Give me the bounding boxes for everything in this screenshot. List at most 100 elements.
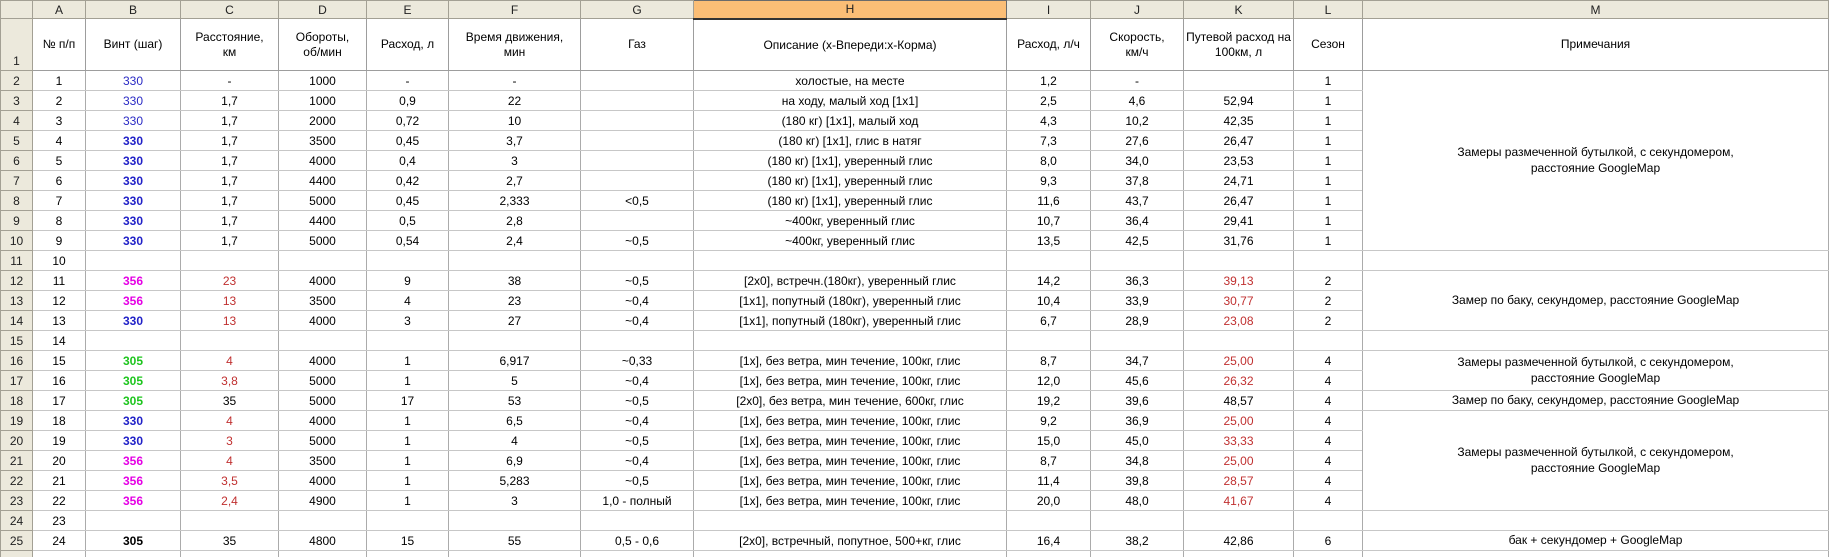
cell-L3[interactable]: 1 bbox=[1293, 90, 1363, 111]
cell-B12[interactable]: 356 bbox=[85, 270, 181, 291]
cell-A12[interactable]: 11 bbox=[32, 270, 86, 291]
cell-K14[interactable]: 23,08 bbox=[1183, 310, 1294, 331]
cell-B22[interactable]: 356 bbox=[85, 470, 181, 491]
cell-D19[interactable]: 4000 bbox=[278, 410, 367, 431]
column-header-f[interactable]: F bbox=[448, 0, 581, 19]
cell-L24[interactable] bbox=[1293, 510, 1363, 531]
cell-F14[interactable]: 27 bbox=[448, 310, 581, 331]
cell-H17[interactable]: [1х], без ветра, мин течение, 100кг, гли… bbox=[693, 370, 1007, 391]
cell-L6[interactable]: 1 bbox=[1293, 150, 1363, 171]
cell-L18[interactable]: 4 bbox=[1293, 390, 1363, 411]
cell-K10[interactable]: 31,76 bbox=[1183, 230, 1294, 251]
cell-K4[interactable]: 42,35 bbox=[1183, 110, 1294, 131]
header-cell-b[interactable]: Винт (шаг) bbox=[85, 18, 181, 71]
cell-F20[interactable]: 4 bbox=[448, 430, 581, 451]
cell-G23[interactable]: 1,0 - полный bbox=[580, 490, 694, 511]
cell-I10[interactable]: 13,5 bbox=[1006, 230, 1091, 251]
cell-A3[interactable]: 2 bbox=[32, 90, 86, 111]
cell-B8[interactable]: 330 bbox=[85, 190, 181, 211]
cell-B14[interactable]: 330 bbox=[85, 310, 181, 331]
select-all-corner[interactable] bbox=[0, 0, 33, 19]
cell-G14[interactable]: ~0,4 bbox=[580, 310, 694, 331]
cell-B10[interactable]: 330 bbox=[85, 230, 181, 251]
cell-E22[interactable]: 1 bbox=[366, 470, 449, 491]
cell-B7[interactable]: 330 bbox=[85, 170, 181, 191]
cell-K7[interactable]: 24,71 bbox=[1183, 170, 1294, 191]
cell-C14[interactable]: 13 bbox=[180, 310, 279, 331]
cell-I20[interactable]: 15,0 bbox=[1006, 430, 1091, 451]
column-header-c[interactable]: C bbox=[180, 0, 279, 19]
row-header-6[interactable]: 6 bbox=[0, 150, 33, 171]
cell-J18[interactable]: 39,6 bbox=[1090, 390, 1184, 411]
cell-G8[interactable]: <0,5 bbox=[580, 190, 694, 211]
cell-A10[interactable]: 9 bbox=[32, 230, 86, 251]
cell-C8[interactable]: 1,7 bbox=[180, 190, 279, 211]
cell-H14[interactable]: [1х1], попутный (180кг), уверенный глис bbox=[693, 310, 1007, 331]
cell-G6[interactable] bbox=[580, 150, 694, 171]
cell-B4[interactable]: 330 bbox=[85, 110, 181, 131]
row-header-21[interactable]: 21 bbox=[0, 450, 33, 471]
cell-D17[interactable]: 5000 bbox=[278, 370, 367, 391]
row-header-9[interactable]: 9 bbox=[0, 210, 33, 231]
cell-A7[interactable]: 6 bbox=[32, 170, 86, 191]
row-header-11[interactable]: 11 bbox=[0, 250, 33, 271]
cell-K22[interactable]: 28,57 bbox=[1183, 470, 1294, 491]
cell-K18[interactable]: 48,57 bbox=[1183, 390, 1294, 411]
column-header-i[interactable]: I bbox=[1006, 0, 1091, 19]
cell-E17[interactable]: 1 bbox=[366, 370, 449, 391]
cell-J19[interactable]: 36,9 bbox=[1090, 410, 1184, 431]
cell-F18[interactable]: 53 bbox=[448, 390, 581, 411]
cell-K23[interactable]: 41,67 bbox=[1183, 490, 1294, 511]
cell-I22[interactable]: 11,4 bbox=[1006, 470, 1091, 491]
cell-E21[interactable]: 1 bbox=[366, 450, 449, 471]
cell-H12[interactable]: [2х0], встречн.(180кг), уверенный глис bbox=[693, 270, 1007, 291]
cell-partial[interactable] bbox=[278, 550, 367, 557]
cell-A8[interactable]: 7 bbox=[32, 190, 86, 211]
cell-F15[interactable] bbox=[448, 330, 581, 351]
cell-K3[interactable]: 52,94 bbox=[1183, 90, 1294, 111]
row-header-22[interactable]: 22 bbox=[0, 470, 33, 491]
cell-A2[interactable]: 1 bbox=[32, 70, 86, 91]
cell-I24[interactable] bbox=[1006, 510, 1091, 531]
cell-G3[interactable] bbox=[580, 90, 694, 111]
cell-F3[interactable]: 22 bbox=[448, 90, 581, 111]
cell-D5[interactable]: 3500 bbox=[278, 130, 367, 151]
cell-B18[interactable]: 305 bbox=[85, 390, 181, 411]
cell-F2[interactable]: - bbox=[448, 70, 581, 91]
cell-D15[interactable] bbox=[278, 330, 367, 351]
cell-M11-note[interactable] bbox=[1362, 250, 1829, 271]
cell-G18[interactable]: ~0,5 bbox=[580, 390, 694, 411]
cell-J10[interactable]: 42,5 bbox=[1090, 230, 1184, 251]
cell-I17[interactable]: 12,0 bbox=[1006, 370, 1091, 391]
cell-C13[interactable]: 13 bbox=[180, 290, 279, 311]
cell-I12[interactable]: 14,2 bbox=[1006, 270, 1091, 291]
cell-J24[interactable] bbox=[1090, 510, 1184, 531]
column-header-l[interactable]: L bbox=[1293, 0, 1363, 19]
cell-J13[interactable]: 33,9 bbox=[1090, 290, 1184, 311]
cell-A18[interactable]: 17 bbox=[32, 390, 86, 411]
cell-A19[interactable]: 18 bbox=[32, 410, 86, 431]
cell-H9[interactable]: ~400кг, уверенный глис bbox=[693, 210, 1007, 231]
cell-K24[interactable] bbox=[1183, 510, 1294, 531]
cell-J23[interactable]: 48,0 bbox=[1090, 490, 1184, 511]
header-cell-h[interactable]: Описание (х-Впереди:х-Корма) bbox=[693, 18, 1007, 71]
cell-C17[interactable]: 3,8 bbox=[180, 370, 279, 391]
cell-D13[interactable]: 3500 bbox=[278, 290, 367, 311]
cell-partial[interactable] bbox=[448, 550, 581, 557]
cell-E10[interactable]: 0,54 bbox=[366, 230, 449, 251]
cell-L14[interactable]: 2 bbox=[1293, 310, 1363, 331]
row-header-20[interactable]: 20 bbox=[0, 430, 33, 451]
cell-D22[interactable]: 4000 bbox=[278, 470, 367, 491]
cell-D9[interactable]: 4400 bbox=[278, 210, 367, 231]
cell-M16-note[interactable]: Замеры размеченной бутылкой, с секундоме… bbox=[1362, 350, 1829, 391]
cell-E7[interactable]: 0,42 bbox=[366, 170, 449, 191]
cell-E19[interactable]: 1 bbox=[366, 410, 449, 431]
cell-C3[interactable]: 1,7 bbox=[180, 90, 279, 111]
cell-C19[interactable]: 4 bbox=[180, 410, 279, 431]
cell-K5[interactable]: 26,47 bbox=[1183, 130, 1294, 151]
cell-B24[interactable] bbox=[85, 510, 181, 531]
row-header-24[interactable]: 24 bbox=[0, 510, 33, 531]
cell-L5[interactable]: 1 bbox=[1293, 130, 1363, 151]
cell-H3[interactable]: на ходу, малый ход [1х1] bbox=[693, 90, 1007, 111]
cell-J7[interactable]: 37,8 bbox=[1090, 170, 1184, 191]
